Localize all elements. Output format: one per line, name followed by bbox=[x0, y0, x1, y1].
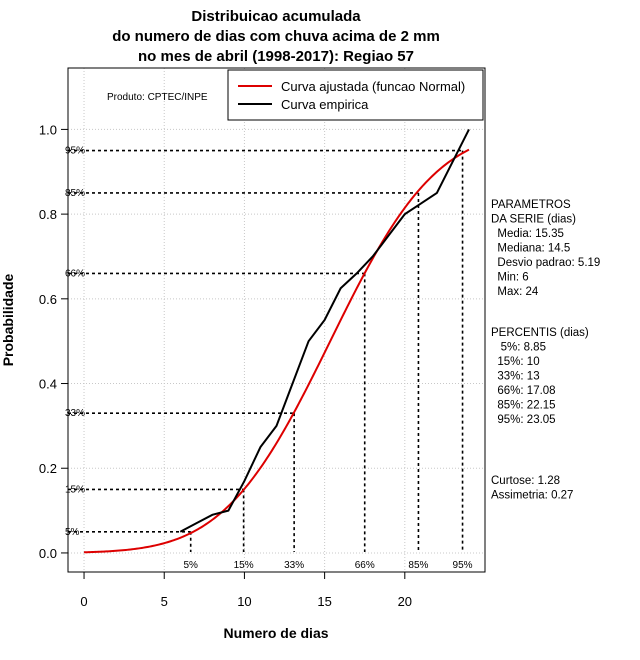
percentiles-line: 95%: 23.05 bbox=[491, 414, 556, 426]
grid bbox=[68, 68, 485, 572]
percentile-y-label: 85% bbox=[65, 188, 85, 199]
title-line-1: Distribuicao acumulada bbox=[191, 8, 361, 25]
fitted-normal-curve bbox=[84, 148, 470, 554]
plot-frame bbox=[67, 67, 486, 573]
y-tick-label: 0.0 bbox=[39, 546, 57, 561]
legend-empirical-label: Curva empirica bbox=[281, 97, 369, 112]
title-line-3: no mes de abril (1998-2017): Regiao 57 bbox=[138, 48, 414, 65]
percentile-x-label: 85% bbox=[408, 560, 428, 571]
empirical-curve bbox=[179, 128, 470, 533]
x-tick-label: 10 bbox=[237, 594, 251, 609]
y-tick-label: 0.2 bbox=[39, 461, 57, 476]
percentile-x-label: 5% bbox=[183, 560, 198, 571]
percentiles-line: 5%: 8.85 bbox=[491, 342, 546, 354]
producer-label: Produto: CPTEC/INPE bbox=[107, 92, 208, 103]
percentiles-line: 15%: 10 bbox=[491, 356, 540, 368]
percentiles-line: 85%: 22.15 bbox=[491, 400, 556, 412]
x-tick-label: 20 bbox=[398, 594, 412, 609]
legend: Curva ajustada (funcao Normal) Curva emp… bbox=[227, 69, 484, 121]
series-lines bbox=[84, 128, 470, 554]
y-tick-label: 1.0 bbox=[39, 122, 57, 137]
x-tick-label: 0 bbox=[80, 594, 87, 609]
shape-stats-line: Curtose: 1.28 bbox=[491, 475, 560, 487]
legend-box bbox=[227, 69, 484, 121]
parameters-line: Mediana: 14.5 bbox=[491, 243, 570, 255]
axes: 0 5 10 15 20 0.0 0.2 0.4 0.6 0.8 1.0 bbox=[39, 122, 412, 609]
percentile-guides: 5% 5% 15% 15% 33% 33% 66% 66% 85% 85% 95% 95% bbox=[65, 146, 473, 571]
percentiles-line: 33%: 13 bbox=[491, 371, 540, 383]
percentile-x-label: 95% bbox=[453, 560, 473, 571]
percentile-y-label: 5% bbox=[65, 527, 80, 538]
percentiles-line: 66%: 17.08 bbox=[491, 385, 556, 397]
percentile-x-label: 33% bbox=[284, 560, 304, 571]
percentile-y-label: 66% bbox=[65, 268, 85, 279]
parameters-line: Media: 15.35 bbox=[491, 228, 564, 240]
y-tick-label: 0.8 bbox=[39, 207, 57, 222]
percentiles-line: PERCENTIS (dias) bbox=[491, 327, 589, 339]
x-tick-label: 5 bbox=[161, 594, 168, 609]
parameters-line: DA SERIE (dias) bbox=[491, 214, 576, 226]
x-tick-label: 15 bbox=[317, 594, 331, 609]
stats-panel: PARAMETROS DA SERIE (dias) Media: 15.35 M… bbox=[491, 199, 600, 502]
percentile-y-label: 33% bbox=[65, 408, 85, 419]
shape-stats-line: Assimetria: 0.27 bbox=[491, 490, 573, 502]
parameters-line: Min: 6 bbox=[491, 272, 529, 284]
parameters-line: PARAMETROS bbox=[491, 199, 571, 211]
percentile-x-label: 15% bbox=[234, 560, 254, 571]
parameters-line: Desvio padrao: 5.19 bbox=[491, 257, 600, 269]
y-axis-label: Probabilidade bbox=[0, 274, 16, 367]
percentile-x-label: 66% bbox=[355, 560, 375, 571]
chart-title: Distribuicao acumulada do numero de dias… bbox=[112, 8, 440, 65]
parameters-line: Max: 24 bbox=[491, 286, 539, 298]
percentile-y-label: 15% bbox=[65, 484, 85, 495]
x-axis-label: Numero de dias bbox=[223, 625, 328, 641]
legend-fitted-label: Curva ajustada (funcao Normal) bbox=[281, 79, 465, 94]
y-tick-label: 0.6 bbox=[39, 292, 57, 307]
y-tick-label: 0.4 bbox=[39, 377, 57, 392]
title-line-2: do numero de dias com chuva acima de 2 m… bbox=[112, 28, 440, 45]
percentile-y-label: 95% bbox=[65, 146, 85, 157]
